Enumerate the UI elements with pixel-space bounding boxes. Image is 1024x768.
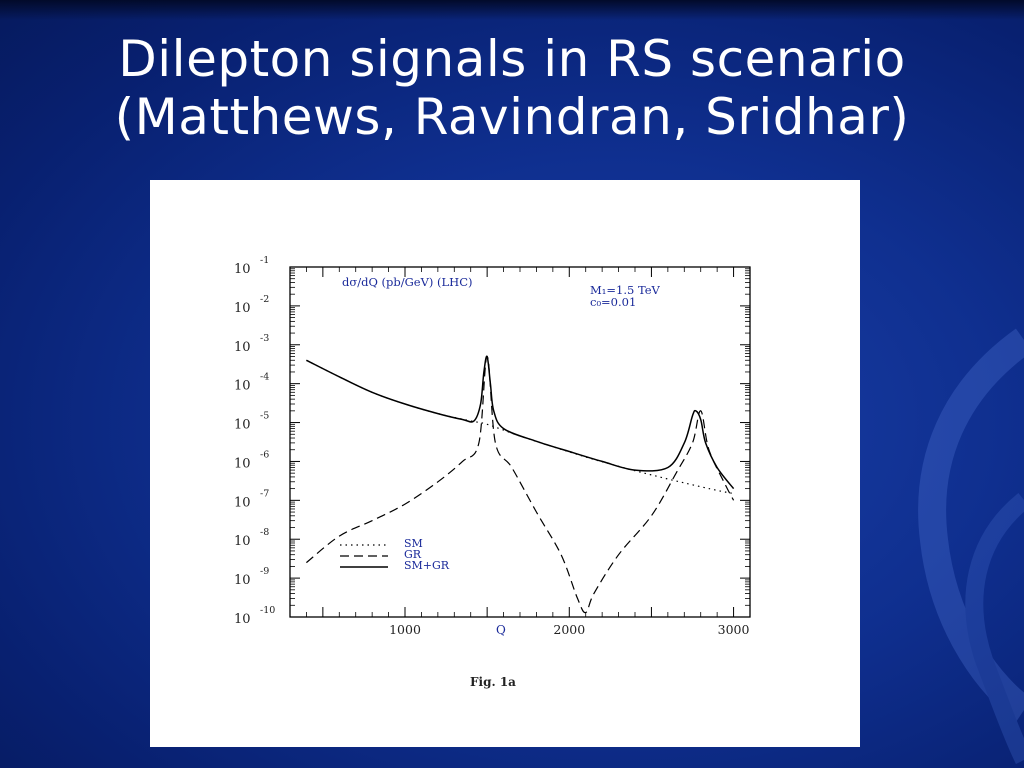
y-tick-exponent-label: -5	[260, 411, 269, 422]
slide-title: Dilepton signals in RS scenario (Matthew…	[0, 30, 1024, 146]
y-tick-base-label: 10	[234, 262, 251, 277]
top-shadow-band	[0, 0, 1024, 20]
figure-caption: Fig. 1a	[470, 675, 516, 689]
legend-label-smgr: SM+GR	[404, 559, 450, 572]
chart-annotation-coupling: c₀=0.01	[590, 295, 636, 309]
plot-frame	[289, 266, 751, 618]
y-tick-base-label: 10	[234, 573, 251, 588]
x-axis-label: Q	[496, 623, 506, 637]
y-tick-exponent-label: -9	[260, 566, 269, 577]
y-tick-exponent-label: -3	[260, 333, 269, 344]
y-tick-base-label: 10	[234, 495, 251, 510]
y-tick-exponent-label: -6	[260, 449, 269, 460]
series-line-sm	[306, 359, 734, 495]
chart-title: dσ/dQ (pb/GeV) (LHC)	[342, 275, 473, 289]
slide-title-line-2: (Matthews, Ravindran, Sridhar)	[114, 88, 910, 146]
y-tick-base-label: 10	[234, 379, 251, 394]
x-tick-label: 2000	[553, 622, 585, 637]
series-line-gr	[306, 355, 735, 614]
chart-svg: 10 -1 10 -2 10 -3 10 -4 10 -5 10 -6 10 -7 10 -8 10 -9 10 -1…	[234, 255, 751, 637]
y-tick-base-label: 10	[234, 418, 251, 433]
y-tick-base-label: 10	[234, 612, 251, 627]
y-tick-base-label: 10	[234, 534, 251, 549]
chart-annotation-mass: M₁=1.5 TeV	[590, 283, 661, 297]
y-tick-labels: 10 -1 10 -2 10 -3 10 -4 10 -5 10 -6 10 -7 10 -8 10 -9 10 -1…	[234, 255, 275, 627]
legend: SM GR SM+GR	[340, 537, 450, 572]
figure-panel: 10 -1 10 -2 10 -3 10 -4 10 -5 10 -6 10 -7 10 -8 10 -9 10 -1…	[150, 180, 860, 747]
y-tick-base-label: 10	[234, 456, 251, 471]
y-tick-exponent-label: -4	[260, 372, 269, 383]
background-swoosh-decoration	[918, 328, 1024, 765]
y-tick-exponent-label: -8	[260, 527, 269, 538]
legend-label-gr: GR	[404, 548, 422, 561]
x-tick-label: 1000	[389, 622, 421, 637]
y-tick-base-label: 10	[234, 301, 251, 316]
y-tick-exponent-label: -1	[260, 255, 269, 266]
series-group	[306, 355, 735, 614]
x-tick-labels: 1000 2000 3000	[389, 622, 749, 637]
y-tick-base-label: 10	[234, 340, 251, 355]
legend-label-sm: SM	[404, 537, 423, 550]
slide-title-line-1: Dilepton signals in RS scenario	[118, 30, 906, 88]
y-tick-exponent-label: -10	[260, 605, 275, 616]
axis-ticks	[290, 266, 750, 618]
y-tick-exponent-label: -7	[260, 488, 269, 499]
y-tick-exponent-label: -2	[260, 294, 269, 305]
x-tick-label: 3000	[718, 622, 750, 637]
series-line-sm-gr	[306, 355, 735, 490]
